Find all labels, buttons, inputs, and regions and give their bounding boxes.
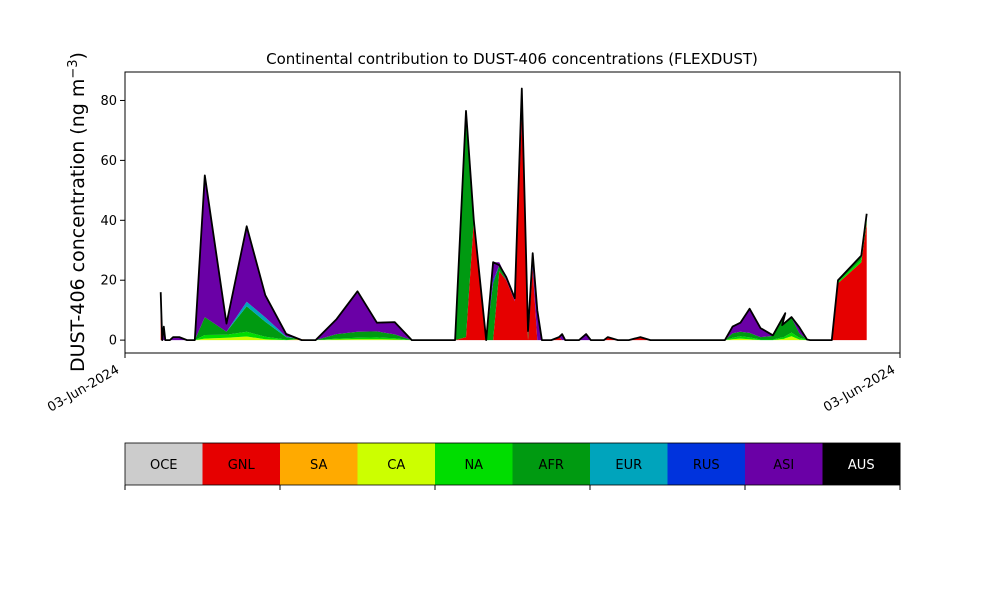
y-tick-label: 0 [109,334,117,349]
legend-swatch-asi [745,443,823,485]
legend-label-gnl: GNL [228,458,256,473]
plot-frame [124,71,901,354]
y-axis-label-close: ) [67,52,89,59]
legend-swatch-aus [822,443,901,485]
y-axis-label: DUST-406 concentration (ng m−3) [66,52,89,372]
legend-label-afr: AFR [539,458,564,473]
legend-swatch-gnl [202,443,281,485]
x-tick-label-end: 03-Jun-2024 [821,362,898,415]
legend-swatch-ca [357,443,436,485]
legend-swatch-na [435,443,513,485]
legend-label-rus: RUS [693,458,720,473]
y-axis-label-main: DUST-406 concentration (ng m [67,79,89,372]
area-series-asi [160,91,867,341]
y-axis-label-superscript: −3 [66,59,81,78]
legend-swatch-rus [667,443,746,485]
total-concentration-line [159,87,868,341]
legend-label-eur: EUR [615,458,642,473]
legend-swatch-afr [512,443,591,485]
legend-swatch-sa [280,443,358,485]
legend-swatch-eur [590,443,668,485]
y-tick-label: 60 [100,154,117,169]
legend-label-asi: ASI [773,458,794,473]
legend-label-oce: OCE [150,458,178,473]
chart-title: Continental contribution to DUST-406 con… [266,50,758,68]
legend-label-aus: AUS [848,458,875,473]
y-axis: 0 20 40 60 80 [100,94,125,349]
legend-label-ca: CA [387,458,405,473]
y-tick-label: 20 [100,274,117,289]
y-tick-label: 80 [100,94,117,109]
legend-label-na: NA [464,458,483,473]
x-axis: 03-Jun-2024 03-Jun-2024 [45,353,901,415]
legend-swatch-oce [125,443,203,485]
y-tick-label: 40 [100,214,117,229]
legend-colorbar: OCE GNL SA CA NA AFR EUR RUS ASI AUS [124,442,901,490]
legend-label-sa: SA [310,458,327,473]
plot-area [159,87,868,341]
legend-frame [124,442,901,486]
